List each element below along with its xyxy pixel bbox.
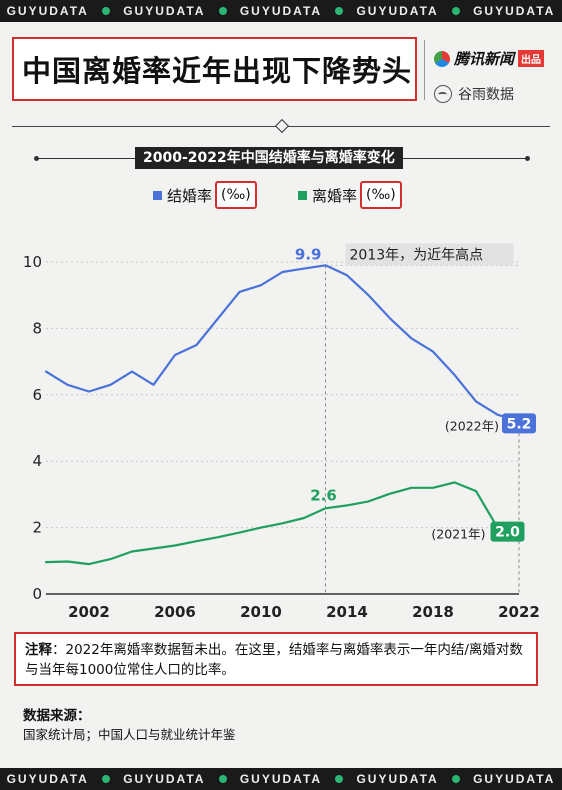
peak-note-bg	[345, 243, 514, 266]
note-label: 注释	[25, 642, 52, 658]
rule-dot-icon	[525, 156, 530, 161]
end-value-marriage: 5.2	[507, 416, 532, 432]
series-line-divorce	[44, 481, 499, 566]
watermark-band-bottom: GUYUDATA GUYUDATA GUYUDATA GUYUDATA GUYUDATA	[0, 768, 562, 790]
y-tick-label: 4	[32, 452, 42, 470]
y-tick-label: 2	[32, 519, 42, 537]
watermark-text: GUYUDATA	[473, 4, 556, 18]
watermark-dot-icon	[218, 7, 227, 15]
series-line-marriage	[44, 264, 521, 423]
legend-divorce: 离婚率 (‰)	[298, 181, 402, 209]
watermark-text: GUYUDATA	[123, 4, 206, 18]
note-box: 注释：2022年离婚率数据暂未出。在这里，结婚率与离婚率表示一年内结/离婚对数与…	[14, 632, 538, 686]
watermark-dot-icon	[451, 7, 460, 15]
guyu-label: 谷雨数据	[458, 87, 514, 103]
tencent-news-brand: 腾讯新闻 出品	[434, 48, 545, 69]
legend-swatch-divorce	[298, 190, 307, 200]
x-tick-label: 2002	[68, 603, 110, 621]
watermark-dot-icon	[102, 775, 111, 783]
legend-unit-divorce: (‰)	[360, 181, 402, 209]
divorce-2013-label: 2.6	[310, 486, 337, 504]
watermark-dot-icon	[335, 7, 344, 15]
legend-marriage: 结婚率 (‰)	[153, 181, 257, 209]
source-text: 国家统计局；中国人口与就业统计年鉴	[23, 727, 236, 742]
chart-title: 2000-2022年中国结婚率与离婚率变化	[135, 147, 403, 169]
watermark-text: GUYUDATA	[239, 4, 323, 18]
note-text: ：2022年离婚率数据暂未出。在这里，结婚率与离婚率表示一年内结/离婚对数与当年…	[25, 642, 523, 678]
watermark-text: GUYUDATA	[6, 772, 89, 786]
legend-swatch-marriage	[153, 190, 162, 200]
y-tick-label: 10	[23, 253, 42, 271]
y-tick-label: 6	[32, 386, 42, 404]
brand-separator	[424, 40, 425, 100]
watermark-dot-icon	[335, 775, 344, 783]
legend-label-marriage: 结婚率	[167, 186, 213, 205]
watermark-dot-icon	[451, 775, 460, 783]
x-tick-label: 2006	[154, 603, 196, 621]
x-tick-label: 2014	[326, 603, 368, 621]
guyu-data-brand: 谷雨数据	[434, 84, 514, 104]
title-box: 中国离婚率近年出现下降势头	[12, 37, 417, 101]
legend-label-divorce: 离婚率	[312, 186, 358, 205]
tencent-news-label: 腾讯新闻	[454, 50, 515, 68]
y-tick-label: 8	[32, 319, 42, 337]
watermark-text: GUYUDATA	[473, 772, 556, 786]
peak-note-text: 2013年，为近年高点	[350, 246, 484, 263]
watermark-text: GUYUDATA	[356, 772, 439, 786]
watermark-text: GUYUDATA	[6, 4, 89, 18]
rule-dot-icon	[34, 156, 39, 161]
watermark-dot-icon	[102, 7, 111, 15]
guyu-logo-icon	[434, 85, 452, 103]
legend-unit-marriage: (‰)	[215, 181, 257, 209]
end-value-marriage-bg	[502, 413, 536, 434]
end-year-divorce: (2021年)	[431, 527, 485, 542]
x-tick-label: 2022	[498, 603, 540, 621]
watermark-text: GUYUDATA	[239, 772, 323, 786]
end-value-divorce-bg	[490, 521, 525, 542]
x-tick-label: 2010	[240, 603, 282, 621]
peak-value-label: 9.9	[295, 245, 322, 263]
watermark-band-top: GUYUDATA GUYUDATA GUYUDATA GUYUDATA GUYUDATA	[0, 0, 562, 22]
watermark-text: GUYUDATA	[123, 772, 206, 786]
tencent-badge: 出品	[518, 50, 545, 67]
watermark-dot-icon	[218, 775, 227, 783]
watermark-text: GUYUDATA	[356, 4, 439, 18]
y-tick-label: 0	[32, 585, 42, 603]
end-year-marriage: (2022年)	[445, 418, 499, 433]
end-value-divorce: 2.0	[495, 525, 520, 541]
x-tick-label: 2018	[412, 603, 454, 621]
tencent-logo-icon	[434, 50, 450, 67]
source-title: 数据来源：	[23, 708, 91, 724]
page-title: 中国离婚率近年出现下降势头	[22, 53, 413, 88]
